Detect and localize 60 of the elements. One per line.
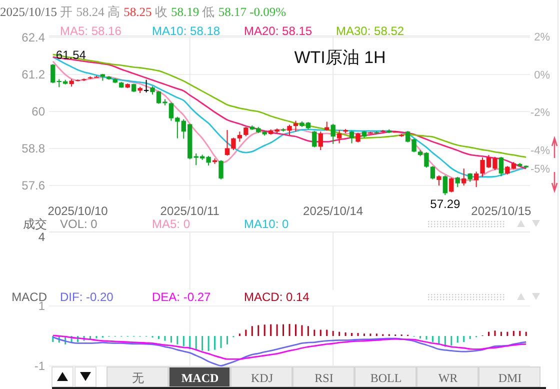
- candlestick: [349, 130, 354, 144]
- candlestick: [318, 131, 323, 151]
- candlestick: [237, 131, 242, 142]
- candlestick: [449, 177, 454, 193]
- text: 成交: [23, 217, 47, 231]
- candlestick: [474, 171, 479, 188]
- candlestick: [498, 156, 504, 177]
- candlestick: [50, 64, 56, 84]
- y2-tick-label: -2%: [530, 107, 550, 120]
- candlestick: [287, 124, 292, 136]
- candlestick: [455, 176, 460, 188]
- text: 无: [132, 371, 144, 385]
- text: MA5: 58.16: [60, 24, 122, 38]
- text: DIF: -0.20: [60, 290, 114, 304]
- text: KDJ: [250, 371, 274, 385]
- text: MA10: 58.18: [152, 24, 220, 38]
- text: RSI: [314, 371, 334, 385]
- text: WR: [438, 371, 458, 385]
- candlestick: [218, 160, 224, 180]
- line-series: [52, 336, 527, 366]
- y2-tick-label: -4%: [530, 144, 550, 157]
- annotation: 57.29: [430, 197, 461, 212]
- text: MA30: 58.52: [336, 24, 404, 38]
- text: VOL: 0: [60, 217, 98, 231]
- candlestick: [330, 123, 336, 144]
- x-tick-label: 2025/10/10: [48, 204, 108, 218]
- line-series: [52, 334, 527, 360]
- text: MA5: 0: [152, 217, 190, 231]
- y2-tick-label: -5%: [530, 164, 550, 176]
- y-tick-label: 60: [32, 104, 46, 119]
- candlestick: [293, 120, 298, 132]
- x-tick-label: 2025/10/15: [471, 204, 532, 218]
- text: MACD: [181, 371, 219, 385]
- text: MA10: 0: [244, 217, 290, 231]
- candlestick: [430, 166, 436, 180]
- y-tick-label: 57.6: [22, 178, 46, 193]
- candlestick: [312, 130, 317, 148]
- candlestick: [462, 168, 466, 186]
- candlestick: [336, 130, 342, 144]
- y2-tick-label: 0%: [534, 69, 550, 82]
- series-label: MACD: 0.14: [244, 290, 310, 304]
- text: MA20: 58.15: [244, 24, 312, 38]
- text: 2025/10/15 开 58.24 高 58.25 收 58.19 低 58.17 -0.09%: [0, 5, 286, 19]
- text: 4: [38, 230, 46, 244]
- y-tick-label: 58.8: [22, 142, 46, 156]
- y-tick-label: 62.4: [22, 30, 46, 45]
- candlestick: [244, 126, 248, 137]
- text: DEA: -0.27: [152, 290, 212, 304]
- x-tick-label: 2025/10/11: [160, 204, 220, 218]
- candlestick: [356, 132, 360, 143]
- text: DMI: [498, 371, 522, 385]
- text: BOLL: [370, 371, 402, 385]
- x-tick-label: 2025/10/14: [303, 204, 364, 218]
- y-tick-label: -1: [34, 359, 46, 374]
- candlestick: [436, 174, 442, 186]
- candlestick: [442, 174, 448, 196]
- y2-tick-label: 2%: [534, 32, 550, 44]
- candlestick: [144, 79, 149, 93]
- text: WTI原油 1H: [294, 48, 386, 67]
- y-tick-label: 61.2: [22, 68, 46, 82]
